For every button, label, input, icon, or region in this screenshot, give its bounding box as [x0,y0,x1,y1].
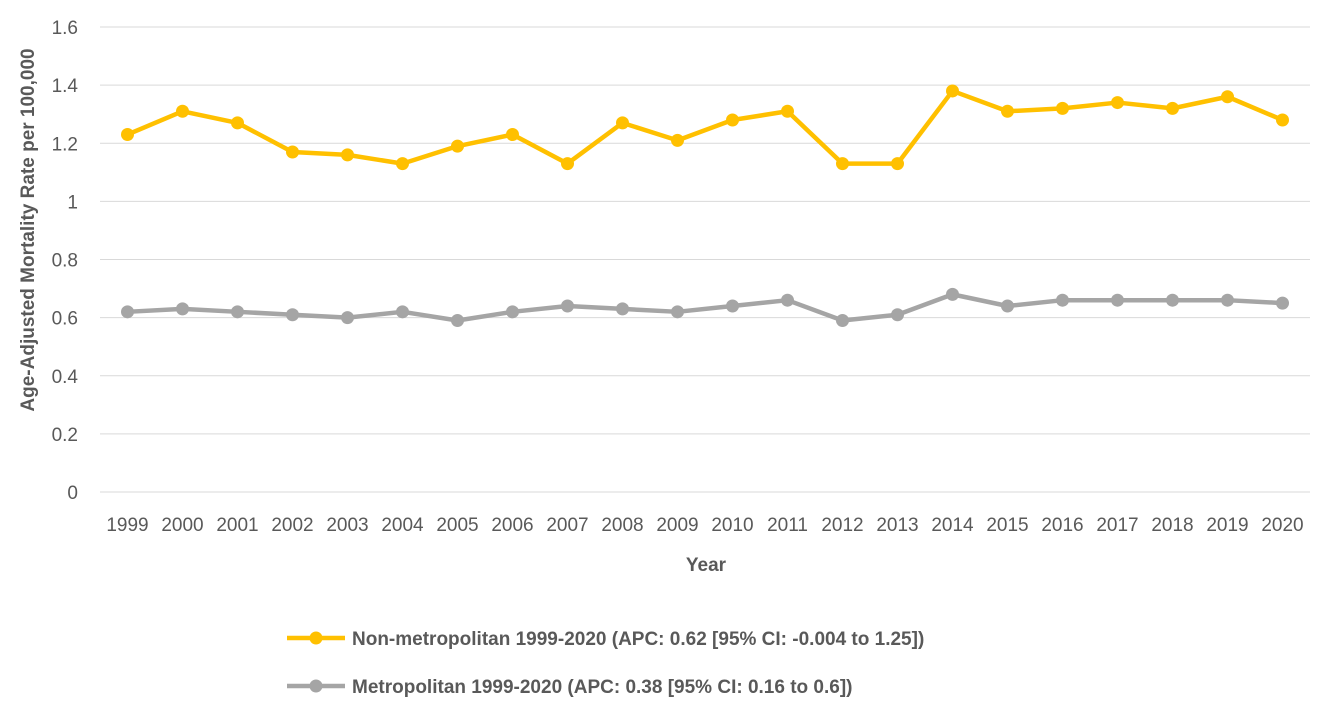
data-point [176,104,189,118]
data-point [231,305,244,319]
data-point [1001,104,1014,118]
data-point [176,302,189,316]
legend: Non-metropolitan 1999-2020 (APC: 0.62 [9… [287,629,924,698]
x-tick-label: 2008 [601,515,643,536]
x-tick-label: 2003 [326,515,368,536]
data-point [341,311,354,325]
y-tick-label: 1.4 [52,76,79,97]
x-tick-label: 2004 [381,515,424,536]
series-line [126,88,1284,166]
data-point [616,116,629,130]
x-tick-label: 2014 [931,515,974,536]
x-tick-label: 2016 [1041,515,1083,536]
data-point [506,128,519,142]
y-tick-label: 1 [67,192,78,213]
series-line [127,292,1283,323]
legend-item: Non-metropolitan 1999-2020 (APC: 0.62 [9… [287,629,924,650]
data-point [1221,90,1234,104]
data-point [946,287,959,301]
data-point [781,293,794,307]
data-point [451,314,464,328]
legend-label: Metropolitan 1999-2020 (APC: 0.38 [95% C… [352,677,853,698]
data-point [286,145,299,159]
data-point [781,104,794,118]
x-tick-label: 2000 [161,515,203,536]
y-axis-ticks: 0 0.2 0.4 0.6 0.8 1 1.2 1.4 1.6 [52,18,79,504]
y-tick-label: 0 [67,483,78,504]
legend-label: Non-metropolitan 1999-2020 (APC: 0.62 [9… [352,629,924,650]
series-lines [121,84,1289,328]
data-point [1111,293,1124,307]
x-tick-label: 2002 [271,515,313,536]
series-1 [121,84,1289,171]
data-point [1001,299,1014,313]
data-point [726,299,739,313]
x-tick-label: 2005 [436,515,478,536]
x-tick-label: 2007 [546,515,588,536]
data-point [726,113,739,127]
x-tick-label: 2011 [767,515,808,536]
data-point [341,148,354,162]
data-point [1221,293,1234,307]
data-point [1276,296,1289,310]
data-point [1056,101,1069,115]
y-tick-label: 0.4 [52,367,79,388]
x-tick-label: 2006 [491,515,533,536]
series-2 [121,287,1289,328]
x-tick-label: 2019 [1206,515,1248,536]
data-point [1166,101,1179,115]
y-tick-label: 0.8 [52,251,78,272]
x-tick-label: 2001 [216,515,258,536]
data-point [836,157,849,171]
legend-item: Metropolitan 1999-2020 (APC: 0.38 [95% C… [287,677,853,698]
data-point [616,302,629,316]
data-point [946,84,959,98]
data-point [286,308,299,322]
y-tick-label: 1.2 [52,134,78,155]
y-axis-title: Age-Adjusted Mortality Rate per 100,000 [18,48,39,411]
x-tick-label: 1999 [106,515,148,536]
data-point [121,305,134,319]
y-tick-label: 0.2 [52,425,78,446]
data-point [891,308,904,322]
data-point [396,157,409,171]
data-point [1276,113,1289,127]
x-axis-title: Year [686,555,727,576]
x-tick-label: 2017 [1096,515,1138,536]
data-point [671,133,684,147]
data-point [671,305,684,319]
data-point [561,157,574,171]
legend-swatch-marker [309,631,323,645]
data-point [891,157,904,171]
x-tick-label: 2020 [1261,515,1303,536]
x-tick-label: 2010 [711,515,753,536]
data-point [1056,293,1069,307]
legend-swatch-marker [309,679,323,693]
x-tick-label: 2018 [1151,515,1193,536]
data-point [121,128,134,142]
data-point [836,314,849,328]
data-point [396,305,409,319]
x-tick-label: 2012 [821,515,863,536]
y-tick-label: 1.6 [52,18,78,39]
data-point [1166,293,1179,307]
x-axis-ticks: 1999 2000 2001 2002 2003 2004 2005 2006 2007 2008… [106,515,1303,536]
gridlines [100,26,1310,493]
data-point [1111,96,1124,110]
y-tick-label: 0.6 [52,309,78,330]
data-point [451,139,464,153]
x-tick-label: 2015 [986,515,1028,536]
data-point [561,299,574,313]
x-tick-label: 2009 [656,515,698,536]
x-tick-label: 2013 [876,515,918,536]
data-point [506,305,519,319]
data-point [231,116,244,130]
